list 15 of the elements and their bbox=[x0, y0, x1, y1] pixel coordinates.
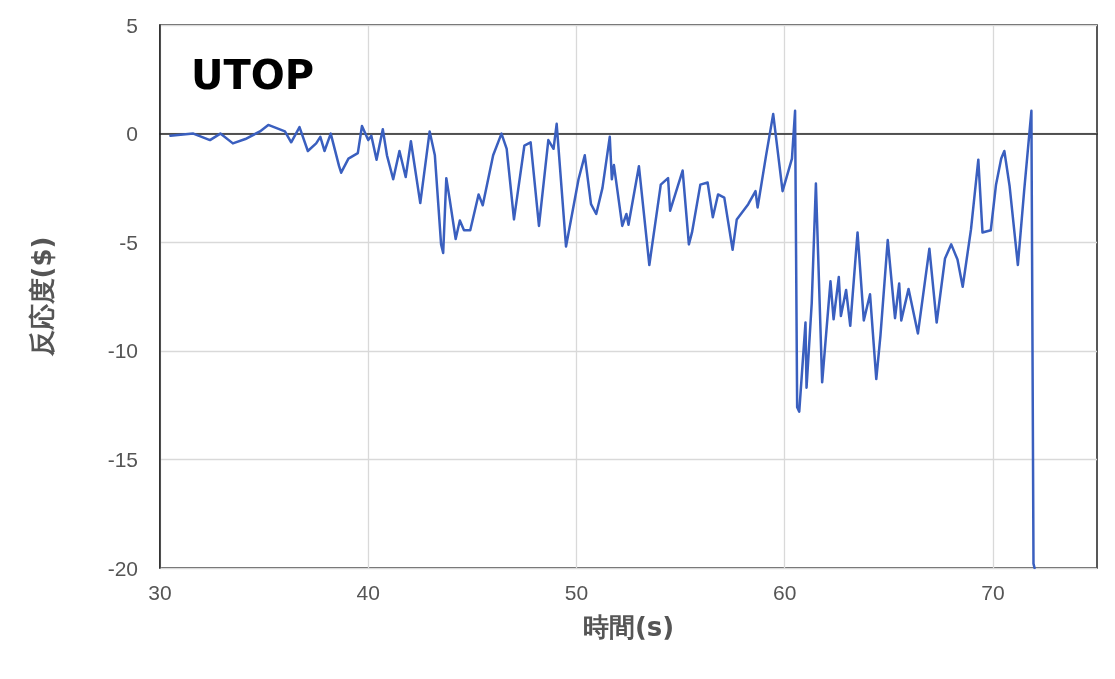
y-tick-label: -15 bbox=[107, 447, 138, 471]
x-tick-label: 30 bbox=[148, 581, 172, 604]
y-tick-label: -5 bbox=[119, 230, 138, 254]
x-tick-label: 40 bbox=[356, 581, 380, 604]
line-series bbox=[169, 109, 1036, 570]
x-axis-title: 時間(s) bbox=[582, 612, 675, 642]
y-axis-title: 反応度($) bbox=[27, 236, 57, 358]
x-tick-label: 60 bbox=[772, 581, 797, 604]
text: UTOP bbox=[191, 52, 315, 98]
y-tick-label: 5 bbox=[126, 13, 138, 37]
y-tick-label: -10 bbox=[107, 339, 138, 363]
x-tick-label: 50 bbox=[564, 581, 589, 604]
y-tick-label: 0 bbox=[126, 122, 138, 146]
y-tick-label: -20 bbox=[107, 556, 138, 580]
x-tick-label: 70 bbox=[981, 581, 1005, 604]
